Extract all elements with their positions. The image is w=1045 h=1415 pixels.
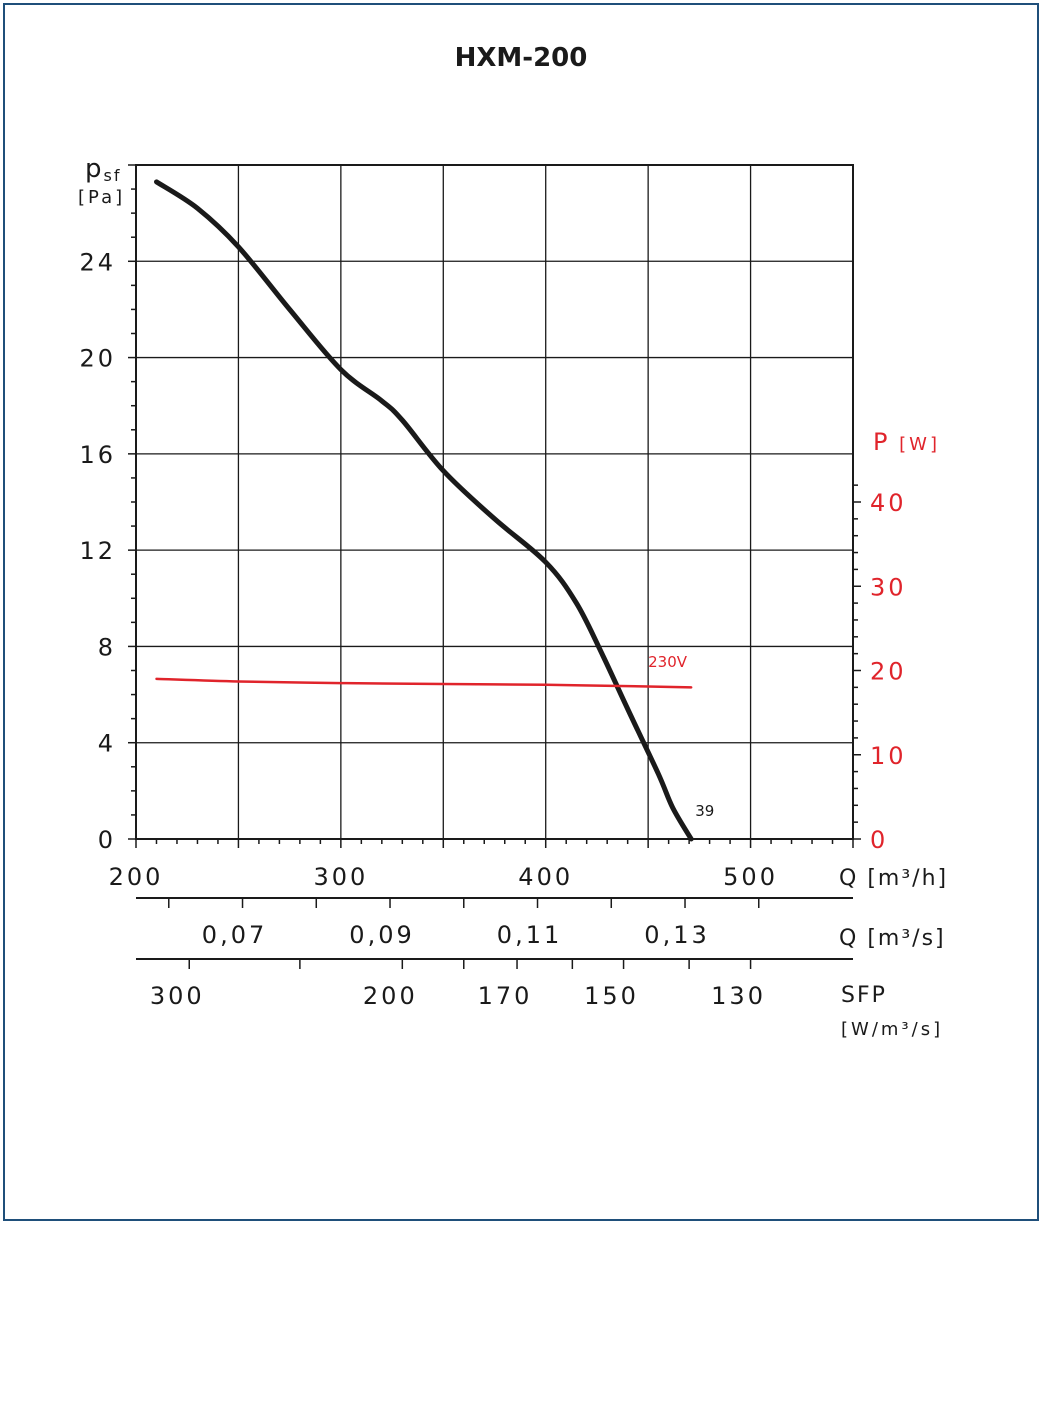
fan-performance-chart: HXM-200 psf [Pa] P [W] Q [m³/h] Q [m³/s]… — [78, 43, 948, 1040]
y-right-tick-label: 10 — [870, 742, 907, 770]
sfp-tick-label: 300 — [150, 982, 205, 1010]
y-right-tick-label: 20 — [870, 658, 907, 686]
x2-axis-unit: [m³/s] — [867, 926, 945, 951]
power-curve-annotation: 230V — [648, 653, 688, 671]
x2-tick-label: 0,09 — [349, 921, 414, 949]
y-left-tick-label: 4 — [98, 730, 116, 758]
x2-tick-label: 0,11 — [497, 921, 562, 949]
pressure-curve-annotation: 39 — [695, 802, 714, 820]
labels: HXM-200 psf [Pa] P [W] Q [m³/h] Q [m³/s]… — [78, 43, 948, 1040]
x-axis-label-symbol: Q — [839, 866, 858, 891]
y-left-tick-label: 24 — [79, 248, 116, 276]
y-right-tick-label: 0 — [870, 826, 888, 854]
y-right-unit: [W] — [899, 434, 940, 455]
sfp-tick-label: 130 — [711, 982, 766, 1010]
tick-marks — [128, 164, 861, 969]
x-tick-label: 500 — [723, 863, 778, 891]
x-tick-label: 400 — [518, 863, 573, 891]
y-right-tick-label: 40 — [870, 489, 907, 517]
y-left-tick-label: 20 — [79, 345, 116, 373]
series-layer — [154, 179, 694, 842]
x-tick-label: 300 — [313, 863, 368, 891]
x2-axis-label-symbol: Q — [839, 926, 858, 951]
y-left-unit: [Pa] — [78, 187, 125, 208]
y-right-label: P [W] — [873, 428, 940, 456]
sfp-axis-unit: [W/m³/s] — [841, 1019, 943, 1040]
x2-tick-label: 0,07 — [202, 921, 267, 949]
y-right-tick-label: 30 — [870, 573, 907, 601]
y-right-label-symbol: P — [873, 428, 889, 456]
power-curve-230v — [155, 677, 693, 689]
y-left-label-symbol: p — [85, 154, 104, 184]
pressure-curve — [154, 179, 694, 842]
y-left-tick-label: 12 — [79, 537, 116, 565]
sfp-axis-label: SFP — [841, 983, 887, 1008]
x2-tick-label: 0,13 — [644, 921, 709, 949]
sfp-tick-label: 150 — [584, 982, 639, 1010]
sfp-tick-label: 200 — [363, 982, 418, 1010]
sfp-tick-label: 170 — [478, 982, 533, 1010]
y-left-tick-label: 0 — [98, 826, 116, 854]
chart-frame: HXM-200 psf [Pa] P [W] Q [m³/h] Q [m³/s]… — [3, 3, 1039, 1221]
chart-title: HXM-200 — [455, 43, 588, 73]
x2-axis-label: Q [m³/s] — [839, 926, 946, 951]
y-left-label: psf — [85, 154, 121, 185]
y-left-tick-label: 16 — [79, 441, 116, 469]
x-axis-label: Q [m³/h] — [839, 866, 948, 891]
y-left-label-subscript: sf — [104, 166, 122, 185]
x-tick-label: 200 — [109, 863, 164, 891]
plot-border — [135, 164, 854, 840]
y-left-tick-label: 8 — [98, 633, 116, 661]
x-axis-unit: [m³/h] — [867, 866, 948, 891]
grid — [135, 164, 854, 840]
